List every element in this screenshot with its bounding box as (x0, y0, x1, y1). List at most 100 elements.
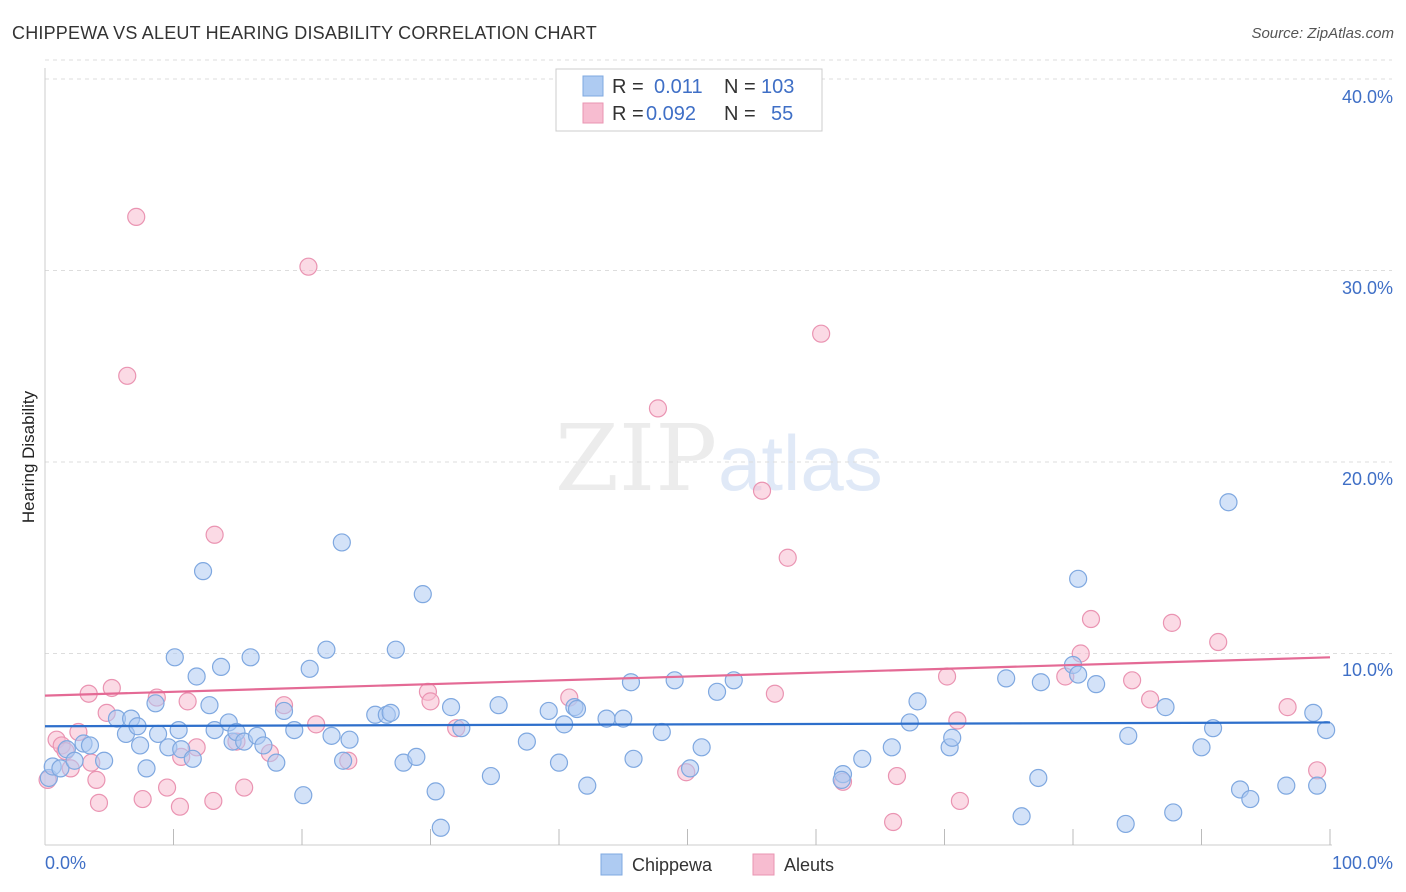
stats-n-label: N = (724, 103, 756, 125)
aleuts-point (778, 548, 797, 567)
chippewa-point (241, 648, 260, 667)
legend-label-chippewa: Chippewa (632, 855, 713, 875)
chippewa-point (200, 696, 219, 715)
stats-n-label: N = (724, 76, 756, 98)
chippewa-point (908, 692, 927, 711)
chippewa-point (332, 533, 351, 552)
watermark-zip: ZIP (555, 405, 717, 512)
x-ticks (173, 829, 1331, 845)
chippewa-point (294, 786, 313, 805)
aleuts-point (178, 692, 197, 711)
aleuts-point (1081, 609, 1101, 629)
chippewa-point (578, 776, 597, 795)
y-tick-label: 30.0% (1342, 278, 1393, 298)
stats-legend-swatch-chippewa (582, 75, 604, 97)
chippewa-point (169, 720, 188, 740)
chippewa-point (137, 759, 156, 778)
aleuts-point (765, 684, 784, 703)
chippewa-point (317, 640, 336, 659)
chippewa-point (1087, 675, 1106, 694)
chippewa-point (51, 759, 70, 778)
chippewa-point (1029, 768, 1048, 788)
chippewa-point (1241, 789, 1260, 809)
chippewa-point (426, 782, 445, 801)
chippewa-point (1317, 720, 1336, 740)
axes (44, 68, 1332, 846)
legend-label-aleuts: Aleuts (784, 855, 834, 875)
aleuts-point (133, 789, 152, 809)
stats-r-label: R = (612, 76, 644, 98)
chippewa-point (274, 701, 294, 721)
chippewa-point (614, 709, 633, 728)
aleuts-point (1308, 761, 1327, 780)
y-tick-label: 40.0% (1342, 87, 1393, 107)
stats-legend: R = 0.011 N = 103 R = 0.092 N = 55 (555, 68, 823, 132)
chippewa-point (211, 657, 231, 677)
chippewa-point (322, 726, 341, 745)
aleuts-point (299, 257, 318, 276)
aleuts-point (235, 778, 254, 797)
aleuts-point (1278, 698, 1297, 717)
chippewa-point (130, 736, 150, 755)
aleuts-point (648, 399, 668, 418)
chippewa-point (1012, 807, 1031, 826)
chippewa-point (146, 694, 165, 713)
chippewa-point (567, 699, 587, 719)
aleuts-point (1140, 690, 1160, 709)
aleuts-point (887, 766, 907, 786)
stats-legend-swatch-aleuts (582, 102, 604, 124)
aleuts-point (102, 678, 121, 698)
watermark: ZIP atlas (555, 405, 883, 512)
chippewa-point (65, 751, 84, 770)
chippewa-point (707, 682, 727, 701)
aleuts-point (170, 797, 190, 816)
aleuts-point (812, 324, 831, 343)
chippewa-point (441, 698, 461, 717)
chippewa-point (1116, 814, 1135, 834)
aleuts-point (1209, 632, 1228, 652)
bottom-legend: Chippewa Aleuts (600, 853, 834, 876)
trend-lines (44, 656, 1331, 728)
chippewa-point (1069, 665, 1088, 684)
chippewa-point (1156, 698, 1175, 717)
stats-r-value: 0.092 (646, 103, 696, 125)
chippewa-point (386, 640, 405, 659)
x-tick-label-min: 0.0% (45, 853, 86, 873)
chippewa-point (165, 648, 184, 667)
chippewa-point (1031, 673, 1050, 692)
chippewa-point (452, 719, 471, 738)
chippewa-point (1203, 719, 1223, 738)
chippewa-point (489, 696, 508, 715)
chippewa-point (621, 673, 641, 692)
chippewa-point (1277, 776, 1296, 795)
chippewa-point (193, 562, 213, 581)
chippewa-point (652, 722, 671, 742)
chippewa-point (1119, 726, 1138, 745)
legend-swatch-chippewa (600, 853, 623, 876)
chippewa-point (680, 759, 700, 778)
aleuts-point (87, 770, 106, 789)
chippewa-point (481, 766, 500, 786)
chippewa-point (80, 736, 100, 755)
chippewa-point (882, 738, 901, 757)
chippewa-point (624, 749, 643, 768)
aleuts-point (421, 692, 440, 711)
grid-lines (45, 59, 1392, 654)
aleuts-trend-line (44, 656, 1331, 697)
chippewa-point (381, 703, 400, 722)
aleuts-point (157, 778, 177, 797)
aleuts-point (204, 791, 223, 811)
chippewa-point (539, 701, 558, 721)
chippewa-point (1164, 803, 1183, 822)
source-credit: Source: ZipAtlas.com (1251, 25, 1394, 42)
chippewa-point (413, 585, 432, 604)
stats-n-value: 55 (771, 103, 793, 125)
chippewa-point (692, 738, 711, 757)
chippewa-point (832, 770, 851, 789)
chippewa-point (1308, 776, 1327, 795)
chippewa-point (853, 749, 872, 768)
aleuts-point (1162, 613, 1182, 632)
aleuts-point (118, 366, 137, 385)
chippewa-point (95, 751, 114, 770)
